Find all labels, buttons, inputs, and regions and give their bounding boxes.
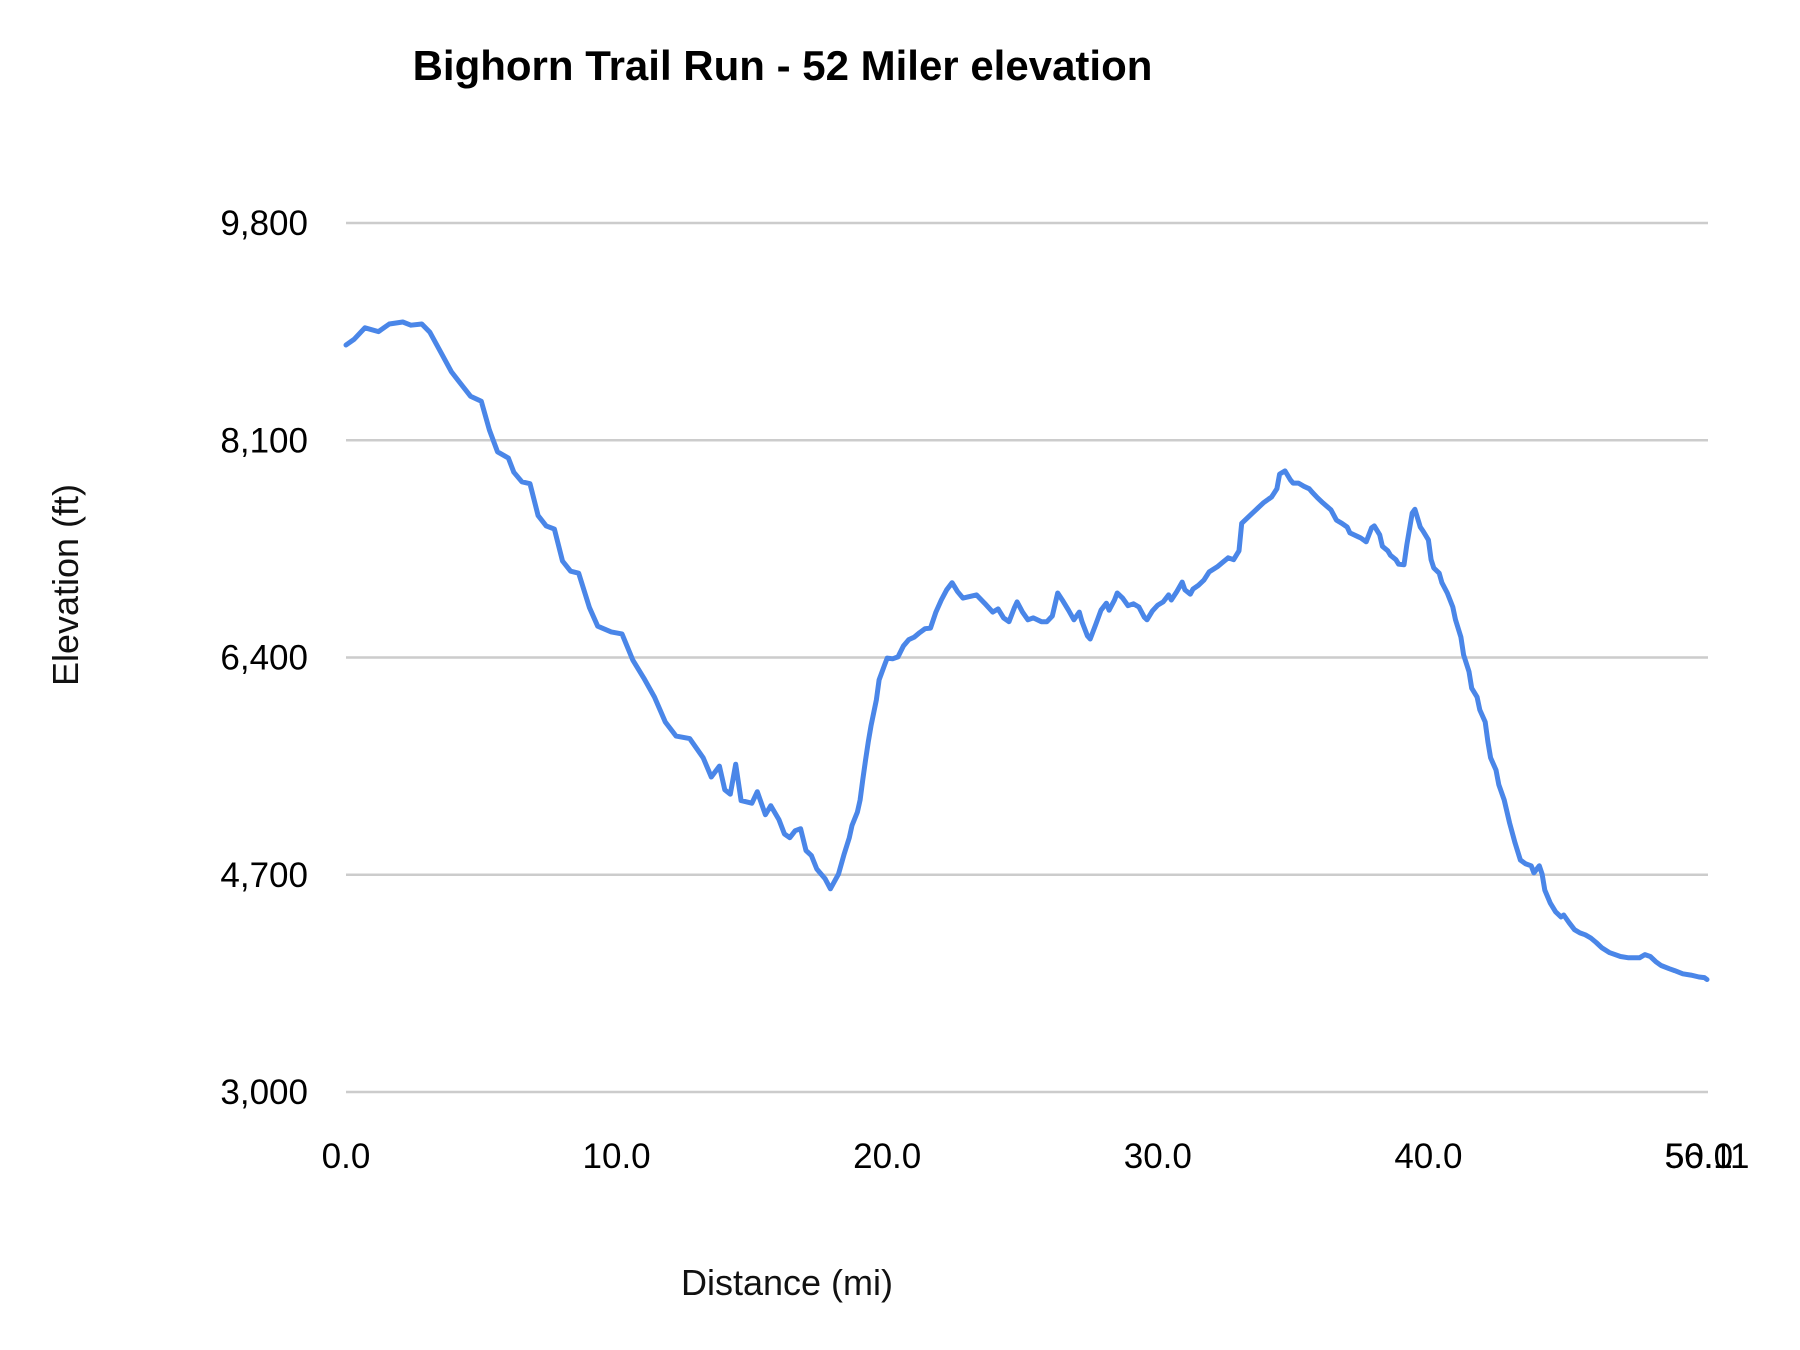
x-tick-label-30: 30.0: [1124, 1137, 1192, 1176]
y-tick-label-6400: 6,400: [220, 639, 308, 678]
y-tick-label-9800: 9,800: [220, 204, 308, 243]
chart-title: Bighorn Trail Run - 52 Miler elevation: [412, 42, 1153, 89]
x-tick-label-20: 20.0: [853, 1137, 921, 1176]
y-tick-label-3000: 3,000: [220, 1073, 308, 1112]
y-tick-label-4700: 4,700: [220, 856, 308, 895]
y-tick-label-8100: 8,100: [220, 421, 308, 460]
x-tick-label-10: 10.0: [583, 1137, 651, 1176]
x-tick-label-50: 50.0: [1665, 1137, 1733, 1176]
x-tick-label-40: 40.0: [1394, 1137, 1462, 1176]
y-axis-title: Elevation (ft): [45, 483, 86, 687]
elevation-line: [343, 319, 1710, 982]
x-tick-label-0: 0.0: [322, 1137, 371, 1176]
x-axis-title: Distance (mi): [680, 1262, 894, 1303]
x-tick-label-56.11: 56.11: [1665, 1137, 1750, 1176]
